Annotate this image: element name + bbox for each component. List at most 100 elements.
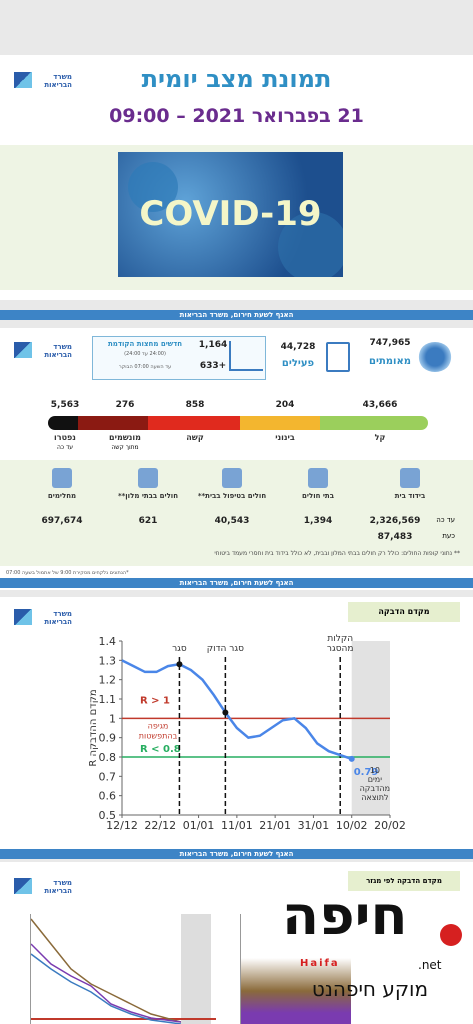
shaded-note: לתוצאה [361, 793, 388, 802]
logo: משרד הבריאות [14, 70, 74, 92]
y-tick-label: 0.5 [99, 809, 117, 822]
shaded-note: 10 [370, 766, 380, 775]
new-label: חדשים מחצות הקודמת [108, 340, 182, 348]
care-value: 697,674 [41, 516, 83, 526]
event-label: מהסגר [327, 644, 354, 654]
watermark-tld: .net [418, 958, 442, 972]
r-chart: 0.5 0.6 0.7 0.8 0.9 1 1.1 1.2 1.3 1.4 12/12 22/12 01… [88, 634, 406, 832]
title-page: משרד הבריאות תמונת מצב יומית 21 בפברואר … [0, 55, 473, 300]
x-tick-label: 20/02 [374, 819, 406, 832]
confirmed-label: מאומתים [369, 356, 411, 367]
small-chart [30, 914, 216, 1024]
care-value: 87,483 [377, 532, 413, 542]
new-note: עד השעה 07:00 הבוקר [118, 364, 172, 370]
new-note: (24:00 עד 24:00) [124, 351, 166, 357]
y-tick-label: 0.9 [99, 732, 117, 745]
severity-value: 858 [185, 400, 205, 410]
care-label: בידוד בית [394, 492, 426, 500]
care-icon [400, 468, 420, 488]
care-value: 40,543 [214, 516, 250, 526]
severity-bar [48, 416, 428, 430]
x-tick-label: 12/12 [106, 819, 138, 832]
image-text: COVID-19 [139, 194, 322, 234]
event-label: הקלות [327, 634, 353, 644]
x-tick-label: 31/01 [298, 819, 330, 832]
watermark-latin: Haifa [300, 958, 340, 969]
severity-value: 5,563 [50, 400, 80, 410]
small-area-chart [240, 914, 351, 1024]
event-label: סגר [172, 644, 187, 654]
severity-label: בינוני [275, 433, 295, 442]
footer-bar: האגף לשעת חירום, משרד הבריאות [0, 849, 473, 859]
y-axis-label: מקדם ההדבקה R [88, 689, 99, 766]
reference-sub: בהתפשטות [139, 731, 178, 740]
y-tick-label: 1.3 [99, 654, 117, 667]
care-label: חולים בבתי מלון** [117, 492, 179, 500]
active-label: פעילים [281, 358, 315, 369]
care-value: 621 [138, 516, 158, 526]
footer-bar: האגף לשעת חירום, משרד הבריאות [0, 578, 473, 588]
confirmed-value: 747,965 [369, 338, 411, 348]
watermark-brand: חיפה [282, 884, 408, 947]
watermark: חיפה [282, 884, 422, 952]
care-value: 2,326,569 [369, 516, 421, 526]
r-line [121, 659, 353, 761]
covid-image: COVID-19 [118, 152, 343, 277]
shaded-region [351, 641, 390, 815]
x-tick-label: 21/01 [259, 819, 291, 832]
clipboard-icon [326, 342, 350, 372]
severity-label: מונשמים [109, 433, 141, 442]
care-sub: כעת [442, 532, 455, 540]
last-label: 0.79 [354, 767, 379, 778]
section-label: מקדם הדבקה לפי מגזר [348, 871, 460, 891]
logo-text: משרד הבריאות [44, 73, 72, 89]
y-tick-label: 0.6 [99, 790, 117, 803]
y-tick-label: 1.2 [99, 674, 117, 687]
logo-text: משרד הבריאות [44, 879, 72, 895]
last-point [348, 755, 355, 762]
severity-label: נפטרו [54, 433, 76, 442]
y-tick-label: 1 [109, 712, 116, 725]
footer-bar: האגף לשעת חירום, משרד הבריאות [0, 310, 473, 320]
new-value: 1,164 [198, 340, 228, 350]
r-page: משרד הבריאות מקדם הדבקה 0.5 0.6 0.7 0.8 0.9 1… [0, 597, 473, 855]
shaded-note: מהדבקה [360, 784, 391, 793]
severity-label: קשה [186, 433, 204, 442]
y-tick-label: 0.7 [99, 770, 117, 783]
severity-label: קל [374, 433, 386, 442]
care-value: 1,394 [303, 516, 333, 526]
watermark-dot [440, 924, 462, 946]
footnote: ** נתוני קופות החולים: כולל רק חולים בבת… [214, 550, 460, 557]
care-icon [222, 468, 242, 488]
sector-lines [31, 918, 181, 1024]
y-tick-label: 1.1 [99, 693, 117, 706]
subtitle: 21 בפברואר 2021 – 09:00 [109, 105, 364, 127]
care-icon [308, 468, 328, 488]
care-label: בתי חולים [302, 492, 334, 500]
x-tick-label: 01/01 [183, 819, 215, 832]
event-dot [222, 709, 229, 716]
watermark-site: מוקע חיפהנט [311, 977, 429, 1001]
care-sub: עד כה [436, 516, 455, 524]
logo: משרד הבריאות [14, 876, 74, 898]
care-icon [138, 468, 158, 488]
logo-text: משרד הבריאות [44, 343, 72, 359]
event-dot [176, 661, 183, 668]
severity-value: 276 [115, 400, 135, 410]
y-tick-label: 1.4 [99, 635, 117, 648]
footnote: *הנתונים נלקחים מסקירת 9:00 של אתמול בשע… [6, 570, 129, 576]
chart-icon [229, 341, 263, 371]
x-tick-label: 10/02 [336, 819, 368, 832]
logo: משרד הבריאות [14, 607, 74, 629]
severity-value: 204 [275, 400, 295, 410]
reference-label: R > 1 [140, 695, 170, 706]
reference-sub: מגיפה [148, 721, 169, 730]
severity-value: 43,666 [362, 400, 398, 410]
logo: משרד הבריאות [14, 340, 74, 362]
reference-label: R < 0.8 [140, 744, 181, 755]
section-label: מקדם הדבקה [348, 602, 460, 622]
active-value: 44,728 [280, 342, 316, 352]
new-cases-box: 1,164 633+ חדשים מחצות הקודמת (24:00 עד … [92, 336, 266, 380]
x-tick-label: 11/01 [221, 819, 253, 832]
